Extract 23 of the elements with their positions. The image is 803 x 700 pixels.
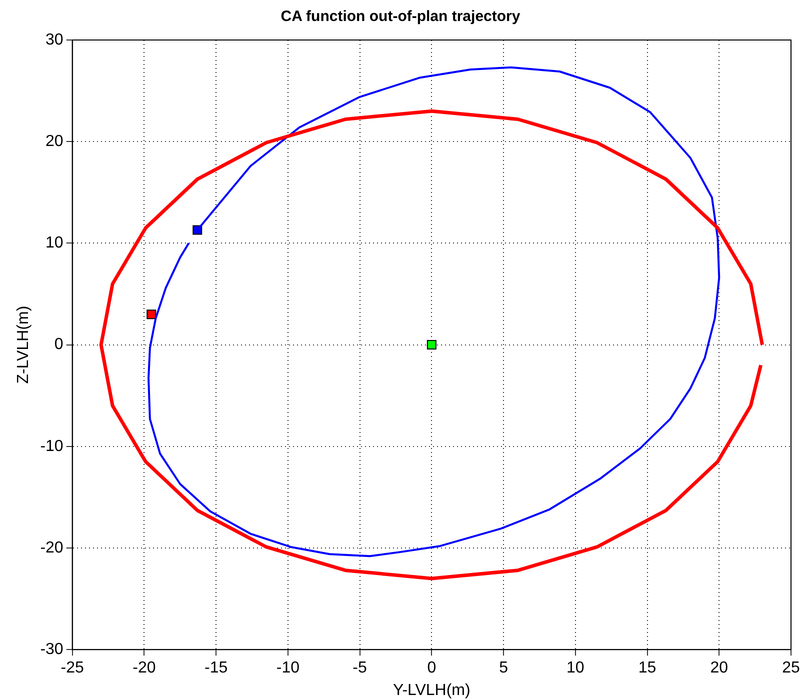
x-tick-label: 0 xyxy=(427,660,436,677)
point xyxy=(426,340,436,350)
point xyxy=(146,310,156,320)
x-tick-label: 15 xyxy=(638,660,656,677)
y-tick-label: 30 xyxy=(46,31,64,48)
x-tick-label: 20 xyxy=(710,660,728,677)
y-tick-label: 20 xyxy=(46,133,64,150)
x-tick-label: -20 xyxy=(132,660,156,677)
x-axis-title: Y-LVLH(m) xyxy=(392,682,470,699)
x-tick-label: -5 xyxy=(352,660,368,677)
x-tick-label: -25 xyxy=(60,660,84,677)
chart-title: CA function out-of-plan trajectory xyxy=(280,8,521,26)
y-tick-label: 10 xyxy=(46,234,64,252)
y-tick-label: -30 xyxy=(40,641,64,658)
y-tick-label: -20 xyxy=(40,539,64,556)
y-tick-label: 0 xyxy=(54,336,64,354)
x-tick-label: -15 xyxy=(204,660,228,677)
y-tick-label: -10 xyxy=(40,438,64,455)
y-axis-title: Z-LVLH(m) xyxy=(15,306,32,384)
x-tick-label: 25 xyxy=(782,660,800,677)
x-tick-label: 5 xyxy=(499,660,508,677)
x-tick-label: 10 xyxy=(566,660,584,677)
x-tick-label: -10 xyxy=(276,660,300,677)
